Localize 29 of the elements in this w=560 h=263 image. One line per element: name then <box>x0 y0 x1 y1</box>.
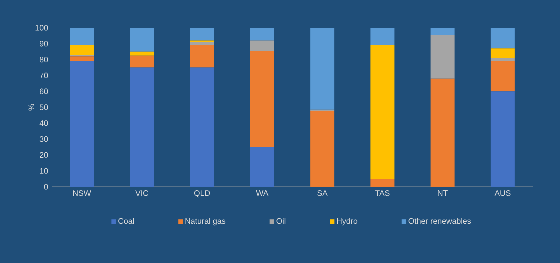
bar <box>490 28 515 49</box>
bar <box>490 58 515 62</box>
bar <box>250 147 274 187</box>
bar <box>130 68 154 187</box>
bar <box>70 61 94 187</box>
bar <box>490 92 515 187</box>
bar <box>70 45 94 56</box>
bar <box>370 45 395 180</box>
bar <box>190 68 214 187</box>
bar <box>190 28 214 41</box>
bar <box>70 56 94 62</box>
bar <box>310 111 335 187</box>
bar <box>250 40 274 52</box>
bar <box>190 45 214 68</box>
bar <box>430 78 455 187</box>
bar <box>250 28 274 41</box>
bar <box>70 28 94 46</box>
bar <box>250 51 274 148</box>
bar <box>370 28 395 46</box>
bar <box>190 42 214 46</box>
bar <box>490 48 515 58</box>
bar <box>370 179 395 187</box>
bar <box>430 35 455 79</box>
bar <box>130 56 154 68</box>
bar <box>130 28 154 52</box>
bar <box>490 61 515 92</box>
bar <box>130 52 154 56</box>
bar <box>430 28 455 36</box>
bar <box>310 28 335 110</box>
